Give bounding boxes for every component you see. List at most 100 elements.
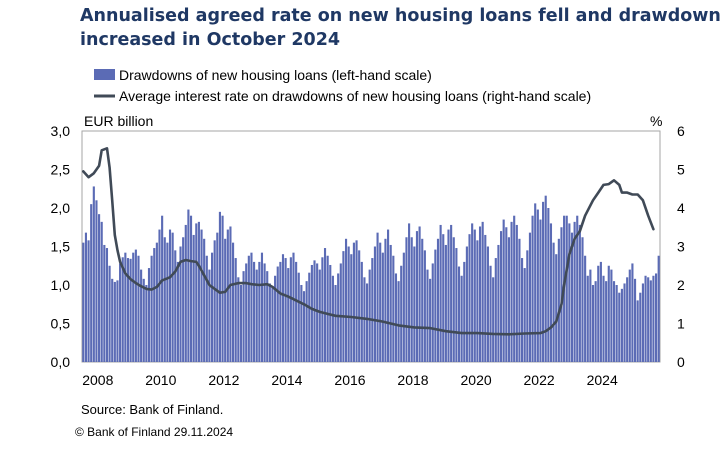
bar-drawdowns: [549, 223, 553, 362]
chart-title: Annualised agreed rate on new housing lo…: [80, 4, 720, 52]
bar-drawdowns: [612, 281, 616, 362]
bar-drawdowns: [182, 237, 185, 362]
interest-rate-line: [82, 147, 655, 336]
bar-drawdowns: [573, 221, 576, 362]
bar-drawdowns: [334, 285, 337, 362]
bar-drawdowns: [628, 269, 631, 362]
bar-drawdowns: [436, 238, 440, 362]
x-tick-label: 2016: [334, 372, 365, 388]
bar-drawdowns: [247, 255, 250, 362]
bar-drawdowns: [434, 249, 437, 362]
bar-drawdowns: [95, 200, 98, 362]
bar-drawdowns: [607, 265, 610, 362]
legend: Drawdowns of new housing loans (left-han…: [94, 67, 591, 104]
bar-drawdowns: [174, 250, 177, 362]
bar-drawdowns: [481, 221, 484, 362]
bar-drawdowns: [510, 221, 513, 362]
bar-drawdowns: [158, 229, 161, 362]
bar-drawdowns: [121, 257, 124, 362]
bar-drawdowns: [92, 186, 95, 362]
bar-drawdowns: [229, 226, 232, 362]
bar-drawdowns: [105, 248, 109, 362]
bar-drawdowns: [463, 261, 466, 362]
bar-drawdowns: [276, 266, 279, 362]
bar-drawdowns: [439, 224, 442, 362]
bar-drawdowns: [232, 242, 235, 362]
bar-drawdowns: [560, 227, 563, 362]
bar-drawdowns: [602, 275, 605, 362]
bar-drawdowns: [618, 292, 621, 362]
bar-drawdowns: [263, 263, 266, 362]
bar-drawdowns: [237, 277, 240, 362]
bar-drawdowns: [98, 214, 101, 362]
bar-drawdowns: [126, 258, 130, 362]
bar-drawdowns: [284, 258, 287, 362]
bar-drawdowns: [384, 238, 387, 362]
bar-drawdowns: [119, 263, 122, 362]
bar-drawdowns: [253, 261, 256, 362]
bar-drawdowns: [371, 258, 374, 362]
bar-drawdowns: [347, 246, 350, 362]
bar-drawdowns: [397, 281, 400, 362]
bar-drawdowns: [302, 291, 306, 362]
bar-drawdowns: [113, 281, 116, 362]
bar-drawdowns: [605, 281, 608, 362]
bar-drawdowns: [321, 257, 324, 362]
bar-drawdowns: [429, 278, 432, 362]
bar-drawdowns: [292, 252, 295, 362]
x-tick-label: 2010: [145, 372, 176, 388]
bar-drawdowns: [594, 281, 597, 362]
bar-drawdowns: [591, 285, 595, 362]
x-tick-label: 2008: [82, 372, 113, 388]
bar-drawdowns: [649, 280, 652, 362]
bar-drawdowns: [518, 238, 521, 362]
bar-drawdowns: [195, 223, 198, 362]
bar-drawdowns: [539, 219, 542, 362]
left-tick-label: 0,0: [51, 354, 71, 370]
bar-drawdowns: [213, 240, 216, 362]
bar-drawdowns: [489, 265, 492, 362]
bar-drawdowns: [552, 242, 555, 362]
bar-drawdowns: [647, 277, 650, 362]
bar-drawdowns: [281, 254, 285, 362]
bar-drawdowns: [657, 255, 660, 362]
bar-drawdowns: [557, 238, 560, 362]
bar-drawdowns: [455, 248, 458, 362]
bar-drawdowns: [636, 300, 639, 362]
bar-drawdowns: [82, 242, 85, 362]
bar-drawdowns: [486, 246, 489, 362]
bar-drawdowns: [242, 271, 245, 362]
bar-drawdowns: [350, 254, 353, 362]
bar-drawdowns: [452, 237, 455, 362]
bar-drawdowns: [255, 269, 258, 362]
bar-drawdowns: [84, 232, 88, 362]
bar-drawdowns: [405, 237, 408, 362]
bar-drawdowns: [297, 272, 300, 362]
left-axis: 0,0 0,5 1,0 1,5 2,0 2,5 3,0: [51, 123, 71, 370]
bar-drawdowns: [623, 283, 626, 362]
bar-drawdowns: [544, 195, 547, 362]
bar-drawdowns: [468, 234, 471, 362]
bar-drawdowns: [413, 246, 416, 362]
bar-drawdowns: [140, 269, 143, 362]
bar-drawdowns: [176, 261, 179, 362]
bar-drawdowns: [418, 226, 421, 362]
bar-drawdowns: [644, 275, 647, 362]
bar-drawdowns: [184, 224, 187, 362]
bar-drawdowns: [221, 215, 224, 362]
x-tick-label: 2012: [208, 372, 239, 388]
right-tick-label: 6: [677, 123, 685, 139]
bar-drawdowns: [576, 215, 579, 362]
bar-drawdowns: [507, 237, 510, 362]
bar-drawdowns: [447, 229, 450, 362]
bar-drawdowns: [192, 234, 195, 362]
bar-drawdowns: [586, 275, 589, 362]
left-tick-label: 0,5: [51, 316, 71, 332]
bar-drawdowns: [450, 224, 453, 362]
bar-drawdowns: [652, 275, 655, 362]
right-tick-label: 0: [677, 354, 685, 370]
bar-drawdowns: [394, 273, 398, 362]
bar-drawdowns: [366, 283, 369, 362]
bar-drawdowns: [431, 263, 434, 362]
bar-drawdowns: [161, 215, 164, 362]
